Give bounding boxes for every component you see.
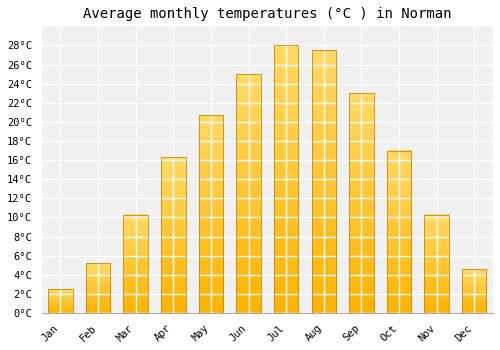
Bar <box>124 215 148 313</box>
Bar <box>462 269 486 313</box>
Bar <box>161 157 186 313</box>
Title: Average monthly temperatures (°C ) in Norman: Average monthly temperatures (°C ) in No… <box>83 7 452 21</box>
Bar <box>387 150 411 313</box>
Bar <box>86 263 110 313</box>
Bar <box>312 50 336 313</box>
Bar <box>198 115 223 313</box>
Bar <box>274 46 298 313</box>
Bar <box>424 215 449 313</box>
Bar <box>48 289 72 313</box>
Bar <box>236 74 261 313</box>
Bar <box>349 93 374 313</box>
